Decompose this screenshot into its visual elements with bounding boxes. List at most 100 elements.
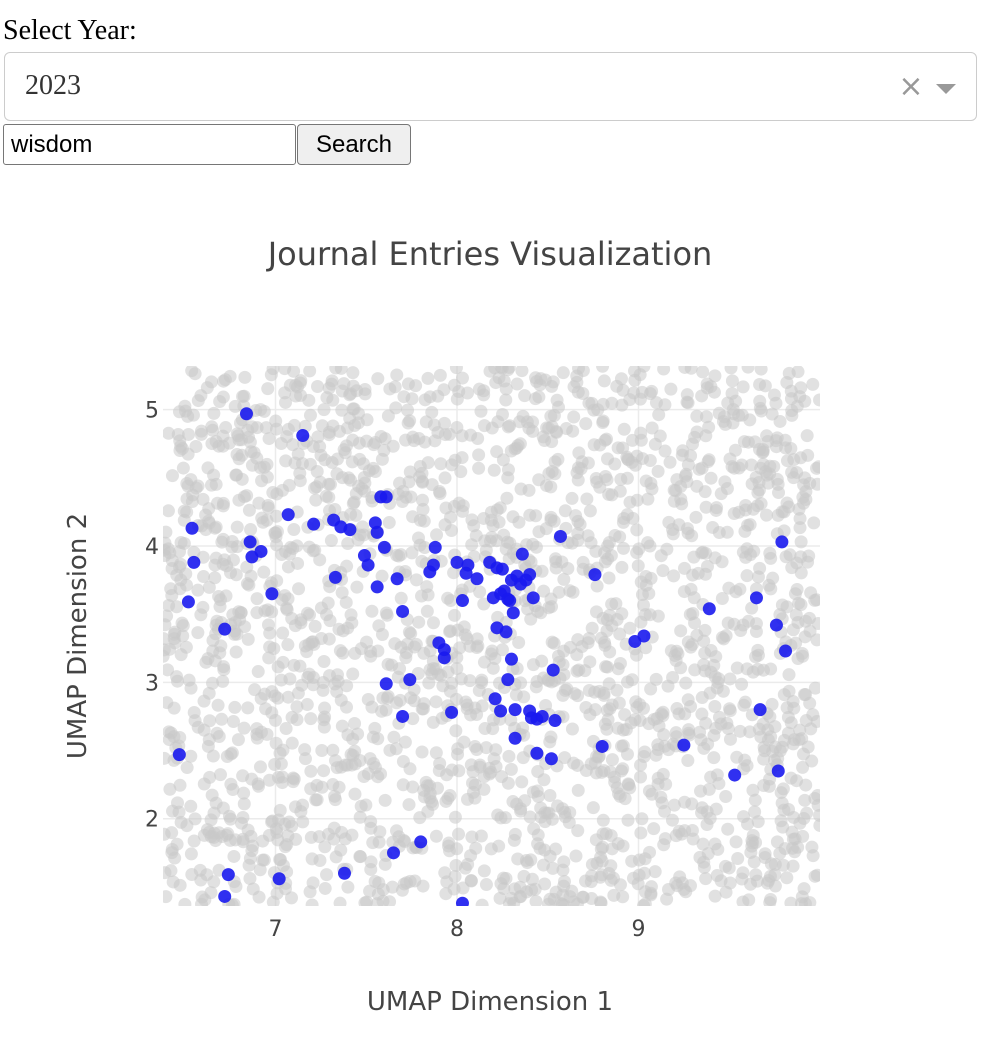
background-point — [615, 607, 629, 621]
highlighted-point — [728, 768, 742, 782]
background-point — [463, 674, 477, 688]
background-point — [375, 627, 389, 641]
background-point — [751, 486, 765, 500]
background-point — [699, 716, 713, 730]
background-point — [741, 518, 755, 532]
highlighted-point — [775, 535, 789, 549]
background-point — [740, 662, 754, 676]
background-point — [787, 453, 801, 467]
year-dropdown[interactable]: 2023 × — [4, 52, 977, 121]
background-point — [356, 520, 370, 534]
background-point — [731, 851, 745, 865]
background-point — [630, 546, 644, 560]
background-point — [765, 697, 779, 711]
highlighted-point — [495, 562, 509, 576]
background-point — [696, 366, 710, 379]
background-point — [452, 764, 466, 778]
background-point — [464, 874, 478, 888]
background-point — [288, 800, 302, 814]
y-tick-label: 3 — [145, 671, 159, 696]
background-point — [637, 866, 651, 880]
background-point — [364, 862, 378, 876]
background-point — [191, 479, 205, 493]
background-point — [583, 504, 597, 518]
background-point — [614, 764, 628, 778]
background-point — [616, 890, 630, 904]
background-point — [382, 516, 396, 530]
highlighted-point — [501, 592, 515, 606]
background-point — [202, 733, 216, 747]
background-point — [447, 499, 461, 513]
background-point — [196, 600, 210, 614]
highlighted-point — [185, 521, 199, 535]
background-point — [723, 732, 737, 746]
background-point — [413, 460, 427, 474]
background-point — [745, 601, 759, 615]
background-point — [203, 714, 217, 728]
background-point — [576, 555, 590, 569]
background-point — [445, 458, 459, 472]
background-point — [796, 760, 810, 774]
highlighted-point — [450, 555, 464, 569]
background-point — [529, 680, 543, 694]
background-point — [557, 644, 571, 658]
background-point — [758, 847, 772, 861]
background-point — [268, 713, 282, 727]
background-point — [390, 548, 404, 562]
background-point — [682, 723, 696, 737]
background-point — [753, 401, 767, 415]
search-input[interactable] — [3, 124, 296, 165]
close-icon[interactable]: × — [898, 69, 924, 104]
background-point — [273, 803, 287, 817]
background-point — [633, 392, 647, 406]
background-point — [224, 812, 238, 826]
background-point — [320, 868, 334, 882]
background-point — [477, 597, 491, 611]
background-point — [557, 572, 571, 586]
scatter-chart: Journal Entries Visualization 7 8 9 2 3 4 5 UM… — [0, 190, 988, 1038]
background-point — [261, 618, 275, 632]
background-point — [708, 837, 722, 851]
background-point — [174, 648, 188, 662]
background-point — [256, 834, 270, 848]
background-point — [492, 839, 506, 853]
background-point — [751, 662, 765, 676]
background-point — [380, 608, 394, 622]
background-point — [785, 561, 799, 575]
background-point — [335, 471, 349, 485]
background-point — [412, 615, 426, 629]
chevron-down-icon[interactable] — [936, 84, 956, 94]
background-point — [358, 382, 372, 396]
background-point — [227, 849, 241, 863]
highlighted-point — [414, 835, 428, 849]
background-point — [207, 830, 221, 844]
background-point — [471, 639, 485, 653]
background-point — [281, 690, 295, 704]
background-point — [344, 387, 358, 401]
background-point — [647, 822, 661, 836]
background-point — [606, 871, 620, 885]
background-point — [163, 782, 177, 796]
background-point — [803, 476, 817, 490]
background-point — [794, 535, 808, 549]
background-point — [796, 649, 810, 663]
background-point — [757, 778, 771, 792]
background-point — [472, 448, 486, 462]
highlighted-point — [254, 544, 268, 558]
background-point — [509, 688, 523, 702]
background-point — [748, 805, 762, 819]
background-point — [525, 872, 539, 886]
background-point — [548, 455, 562, 469]
background-point — [798, 394, 812, 408]
background-point — [515, 366, 529, 378]
background-point — [364, 815, 378, 829]
search-button[interactable]: Search — [297, 124, 411, 165]
background-point — [246, 882, 260, 896]
background-point — [318, 881, 332, 895]
background-point — [346, 366, 360, 380]
background-point — [611, 837, 625, 851]
background-point — [207, 468, 221, 482]
background-point — [719, 789, 733, 803]
background-point — [690, 425, 704, 439]
background-point — [182, 673, 196, 687]
